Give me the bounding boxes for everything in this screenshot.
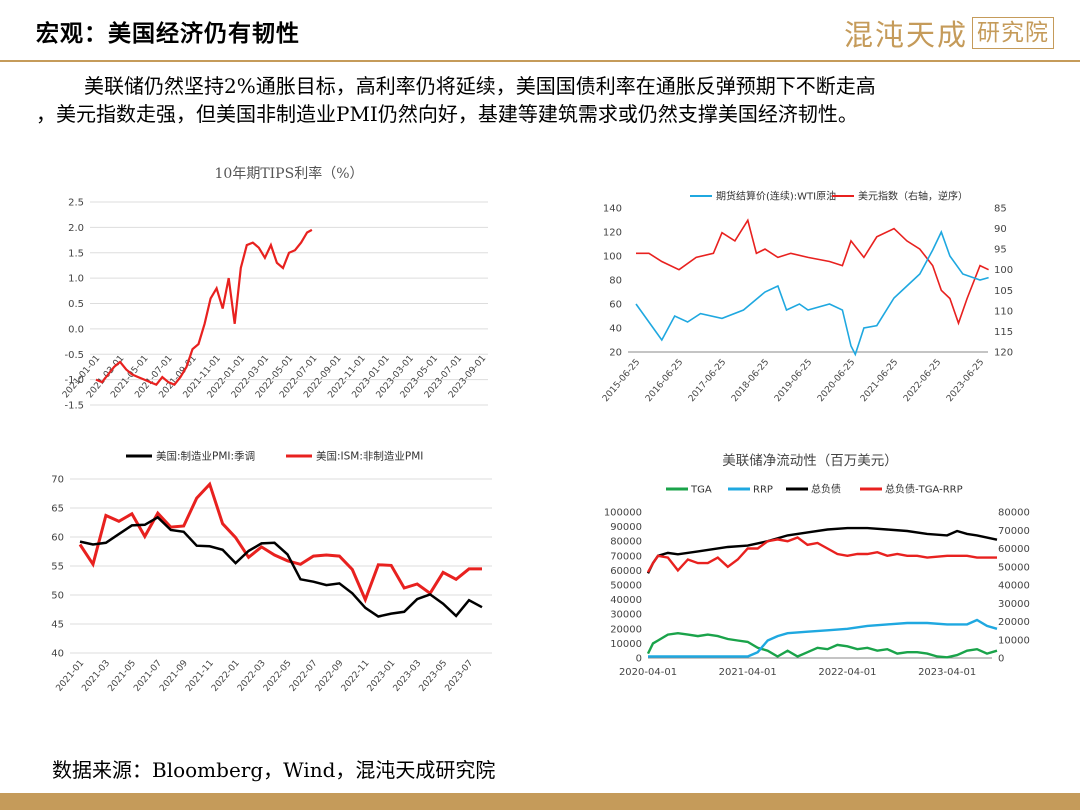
y2-tick-label: 40000 <box>998 581 1030 592</box>
y-tick-label: 60 <box>609 300 622 311</box>
x-tick-label: 2023-04-01 <box>918 667 976 678</box>
y2-tick-label: 85 <box>994 204 1007 215</box>
page-title: 宏观：美国经济仍有韧性 <box>36 20 300 47</box>
y-tick-label: 55 <box>51 562 64 573</box>
dxy-line <box>636 218 989 326</box>
y-tick-label: 100000 <box>604 508 642 519</box>
brand-institute: 研究院 <box>972 17 1054 49</box>
y2-tick-label: 30000 <box>998 599 1030 610</box>
x-tick-label: 2016-06-25 <box>644 358 685 405</box>
legend-label: 总负债 <box>811 483 841 496</box>
tips-rate-chart: 10年期TIPS利率（%） 2.5 2.0 1.5 1.0 0.5 0.0 -0.5 -1.0 -… <box>61 165 488 412</box>
y-tick-label: -0.5 <box>64 350 84 361</box>
mfg-pmi-line <box>79 515 483 618</box>
wti-line <box>635 229 989 357</box>
legend-label-dxy: 美元指数（右轴，逆序） <box>858 190 968 203</box>
y-tick-label: 90000 <box>610 522 642 533</box>
y2-tick-label: 95 <box>994 245 1007 256</box>
y-tick-label: 80 <box>609 276 622 287</box>
legend-label: 总负债-TGA-RRP <box>885 483 963 496</box>
x-tick-label: 2023-06-25 <box>945 358 986 405</box>
y-tick-label: 100 <box>603 252 622 263</box>
net-liquidity-line <box>646 536 997 573</box>
y-tick-label: 70 <box>51 475 64 486</box>
y-tick-label: 140 <box>603 204 622 215</box>
y-tick-label: 20 <box>609 348 622 359</box>
y-tick-label: 65 <box>51 504 64 515</box>
y-tick-label: 50 <box>51 591 64 602</box>
chart-title: 美联储净流动性（百万美元） <box>722 453 898 469</box>
x-tick-label: 2020-04-01 <box>619 667 677 678</box>
intro-line-1: 美联储仍然坚持2%通胀目标，高利率仍将延续，美国国债利率在通胀反弹预期下不断走高 <box>84 74 876 98</box>
y-tick-label: -1.0 <box>64 375 84 386</box>
y-tick-label: 20000 <box>610 624 642 635</box>
x-tick-label: 2019-06-25 <box>773 358 814 405</box>
y2-tick-label: 50000 <box>998 562 1030 573</box>
header-divider <box>0 60 1080 62</box>
x-tick-label: 2017-06-25 <box>687 358 728 405</box>
y2-tick-label: 115 <box>994 327 1013 338</box>
x-tick-label: 2022-06-25 <box>902 358 943 405</box>
tips-line <box>95 228 313 387</box>
y2-tick-label: 120 <box>994 348 1013 359</box>
y-tick-label: 40000 <box>610 595 642 606</box>
y2-tick-label: 60000 <box>998 544 1030 555</box>
y2-tick-label: 80000 <box>998 508 1030 519</box>
y-tick-label: 40 <box>609 324 622 335</box>
y-tick-label: 30000 <box>610 610 642 621</box>
nonmfg-pmi-line <box>78 481 482 604</box>
y-tick-label: 40 <box>51 649 64 660</box>
legend-label: RRP <box>753 485 773 496</box>
y2-tick-label: 0 <box>998 654 1004 665</box>
y-tick-label: 45 <box>51 620 64 631</box>
fed-liquidity-chart: 美联储净流动性（百万美元）TGA RRP 总负债 总负债-TGA-RRP1000009… <box>604 453 1030 678</box>
oil-dollar-chart: 期货结算价(连续):WTI原油 美元指数（右轴，逆序） 140 120 100 80 60 4… <box>601 190 1013 405</box>
y-tick-label: 60000 <box>610 566 642 577</box>
legend-label-mfg: 美国:制造业PMI:季调 <box>156 450 255 463</box>
y2-tick-label: 10000 <box>998 635 1030 646</box>
y-tick-label: -1.5 <box>64 401 84 412</box>
x-tick-label: 2023-07 <box>443 659 475 694</box>
y-tick-label: 0.5 <box>68 299 84 310</box>
y2-tick-label: 100 <box>994 265 1013 276</box>
y-tick-label: 70000 <box>610 551 642 562</box>
y-tick-label: 0 <box>636 654 642 665</box>
intro-paragraph: 美联储仍然坚持2%通胀目标，高利率仍将延续，美国国债利率在通胀反弹预期下不断走高… <box>36 72 1036 128</box>
y-tick-label: 1.5 <box>68 248 84 259</box>
y2-tick-label: 90 <box>994 224 1007 235</box>
y-tick-label: 2.5 <box>68 198 84 209</box>
footer-bar <box>0 793 1080 810</box>
y2-tick-label: 105 <box>994 286 1013 297</box>
brand-logo: 混沌天成 研究院 <box>844 12 1054 54</box>
y2-tick-label: 70000 <box>998 526 1030 537</box>
intro-line-2: ，美元指数走强，但美国非制造业PMI仍然向好，基建等建筑需求或仍然支撑美国经济韧… <box>36 102 858 126</box>
x-tick-label: 2021-04-01 <box>719 667 777 678</box>
y2-tick-label: 110 <box>994 306 1013 317</box>
y2-tick-label: 20000 <box>998 617 1030 628</box>
data-source: 数据来源：Bloomberg，Wind，混沌天成研究院 <box>52 758 496 782</box>
brand-name: 混沌天成 <box>843 18 968 52</box>
legend-label-oil: 期货结算价(连续):WTI原油 <box>716 190 836 203</box>
y-tick-label: 1.0 <box>68 274 84 285</box>
y-tick-label: 50000 <box>610 581 642 592</box>
y-tick-label: 10000 <box>610 639 642 650</box>
x-tick-label: 2022-04-01 <box>818 667 876 678</box>
x-tick-label: 2021-06-25 <box>859 358 900 405</box>
chart-title: 10年期TIPS利率（%） <box>215 165 364 182</box>
x-tick-label: 2020-06-25 <box>816 358 857 405</box>
legend-label-svc: 美国:ISM:非制造业PMI <box>316 450 423 463</box>
x-tick-label: 2018-06-25 <box>730 358 771 405</box>
y-tick-label: 80000 <box>610 537 642 548</box>
tga-line <box>646 631 998 659</box>
y-tick-label: 0.0 <box>68 324 84 335</box>
y-tick-label: 60 <box>51 533 64 544</box>
legend-label: TGA <box>690 485 712 496</box>
pmi-chart: 美国:制造业PMI:季调 美国:ISM:非制造业PMI 70 65 60 55 50 45 40… <box>51 450 492 694</box>
total-liabilities-line <box>646 526 998 574</box>
rrp-line <box>648 618 998 658</box>
y-tick-label: 120 <box>603 228 622 239</box>
x-tick-label: 2015-06-25 <box>601 358 642 405</box>
y-tick-label: 2.0 <box>68 223 84 234</box>
